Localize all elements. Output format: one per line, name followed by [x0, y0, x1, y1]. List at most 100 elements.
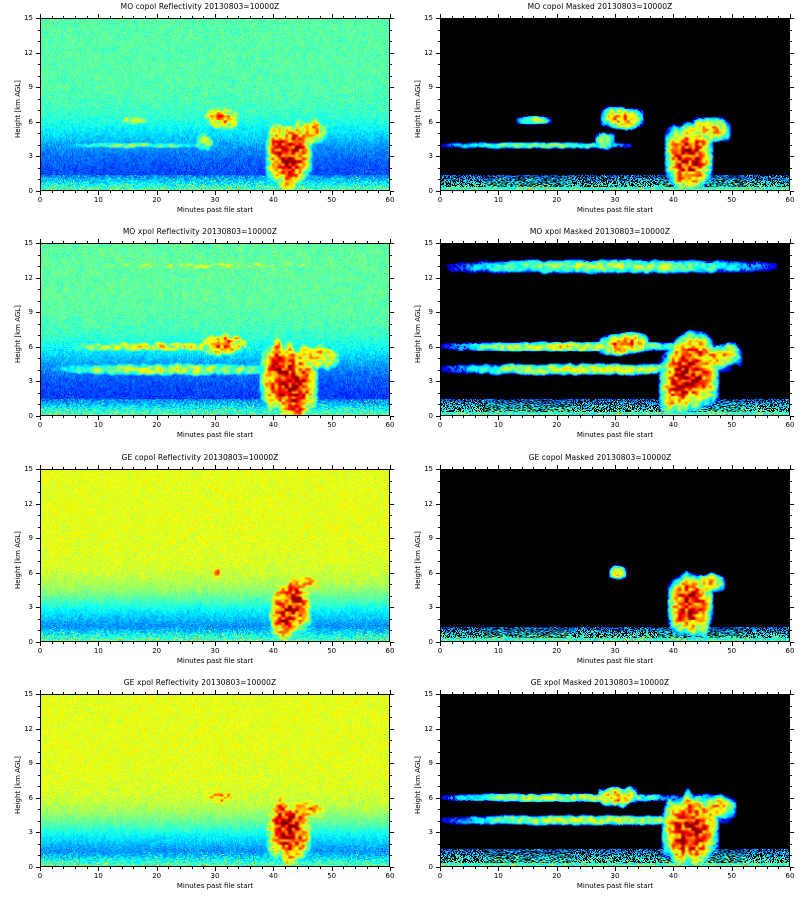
x-tick-label: 30: [610, 872, 620, 880]
y-minor-tick-right: [390, 110, 392, 112]
x-minor-tick: [510, 191, 511, 193]
x-minor-tick-top: [296, 467, 298, 469]
y-tick-right: [790, 312, 794, 314]
y-minor-tick: [38, 404, 40, 406]
y-minor-tick-right: [790, 843, 792, 845]
x-tick-top: [331, 690, 333, 694]
x-minor-tick: [285, 867, 286, 869]
y-minor-tick-right: [790, 300, 792, 302]
y-minor-tick: [38, 167, 40, 169]
x-axis-title: Minutes past file start: [176, 882, 254, 890]
x-minor-tick: [296, 642, 298, 644]
y-tick-label: 3: [28, 828, 33, 837]
y-tick: [36, 18, 40, 19]
x-tick-top: [331, 239, 333, 243]
panel-title: GE copol Reflectivity 20130803=10000Z: [121, 453, 279, 462]
x-tick: [40, 191, 41, 195]
x-minor-tick: [743, 191, 745, 193]
x-tick-label: 10: [93, 872, 103, 880]
x-tick: [215, 191, 216, 195]
x-tick: [556, 416, 558, 420]
x-minor-tick-top: [133, 467, 135, 469]
x-minor-tick: [685, 642, 686, 644]
x-minor-tick: [486, 416, 488, 418]
y-minor-tick: [438, 717, 440, 719]
x-minor-tick-top: [778, 692, 780, 694]
y-minor-tick-right: [390, 144, 392, 146]
x-axis-title: Minutes past file start: [576, 657, 654, 665]
x-minor-tick-top: [486, 692, 488, 694]
x-minor-tick: [720, 191, 721, 193]
x-minor-tick-top: [168, 467, 170, 469]
y-minor-tick: [38, 300, 40, 302]
x-tick: [673, 642, 675, 646]
y-minor-tick-right: [790, 75, 792, 77]
x-tick-top: [498, 239, 500, 243]
x-minor-tick-top: [308, 692, 310, 694]
x-tick-top: [40, 14, 41, 18]
x-minor-tick-top: [475, 241, 476, 243]
x-tick: [40, 642, 41, 646]
x-minor-tick-top: [603, 241, 605, 243]
x-minor-tick-top: [638, 692, 640, 694]
y-minor-tick: [438, 404, 440, 406]
x-minor-tick: [766, 642, 768, 644]
y-minor-tick-right: [790, 740, 792, 742]
x-tick-top: [440, 14, 441, 18]
y-minor-tick-right: [390, 480, 392, 482]
plot-area: [440, 469, 790, 642]
x-minor-tick: [203, 867, 205, 869]
x-minor-tick: [63, 191, 65, 193]
y-tick-label: 9: [28, 759, 33, 768]
y-tick: [36, 191, 40, 192]
y-minor-tick-right: [390, 358, 392, 360]
y-tick: [36, 416, 40, 417]
x-minor-tick-top: [521, 241, 523, 243]
y-tick-right: [390, 243, 394, 244]
y-minor-tick: [438, 358, 440, 360]
y-minor-tick-right: [390, 843, 392, 845]
x-minor-tick: [475, 416, 476, 418]
y-minor-tick-right: [790, 809, 792, 811]
y-axis-title: Height [km AGL]: [14, 755, 22, 814]
x-tick-top: [615, 239, 616, 243]
x-minor-tick-top: [75, 241, 76, 243]
x-tick-label: 0: [37, 647, 43, 655]
x-minor-tick-top: [755, 692, 756, 694]
x-minor-tick-top: [285, 692, 286, 694]
y-tick-label: 6: [28, 342, 33, 351]
y-tick-right: [790, 416, 794, 417]
x-minor-tick-top: [145, 692, 146, 694]
x-minor-tick-top: [626, 692, 628, 694]
x-axis-title: Minutes past file start: [176, 657, 254, 665]
x-minor-tick-top: [343, 467, 345, 469]
x-minor-tick: [121, 642, 123, 644]
x-minor-tick-top: [545, 241, 546, 243]
x-minor-tick: [343, 416, 345, 418]
x-tick-label: 40: [668, 872, 678, 880]
heatmap-image: [41, 244, 389, 415]
x-minor-tick: [533, 867, 535, 869]
x-minor-tick-top: [591, 16, 593, 18]
x-minor-tick-top: [475, 692, 476, 694]
x-minor-tick-top: [766, 467, 768, 469]
x-tick-label: 10: [93, 196, 103, 204]
x-tick-top: [156, 690, 158, 694]
y-tick-label: 15: [24, 14, 33, 22]
x-tick: [440, 642, 441, 646]
y-tick: [436, 416, 440, 417]
y-tick: [36, 243, 40, 244]
x-minor-tick-top: [86, 16, 88, 18]
y-tick-label: 15: [424, 14, 433, 22]
y-minor-tick: [38, 717, 40, 719]
y-minor-tick: [438, 820, 440, 822]
x-tick: [215, 867, 216, 871]
y-minor-tick-right: [790, 774, 792, 776]
y-tick-label: 3: [428, 603, 433, 612]
y-minor-tick: [438, 549, 440, 551]
x-minor-tick: [121, 416, 123, 418]
x-minor-tick: [343, 867, 345, 869]
y-tick-label: 9: [28, 534, 33, 543]
x-minor-tick: [366, 867, 368, 869]
x-tick: [790, 416, 791, 420]
